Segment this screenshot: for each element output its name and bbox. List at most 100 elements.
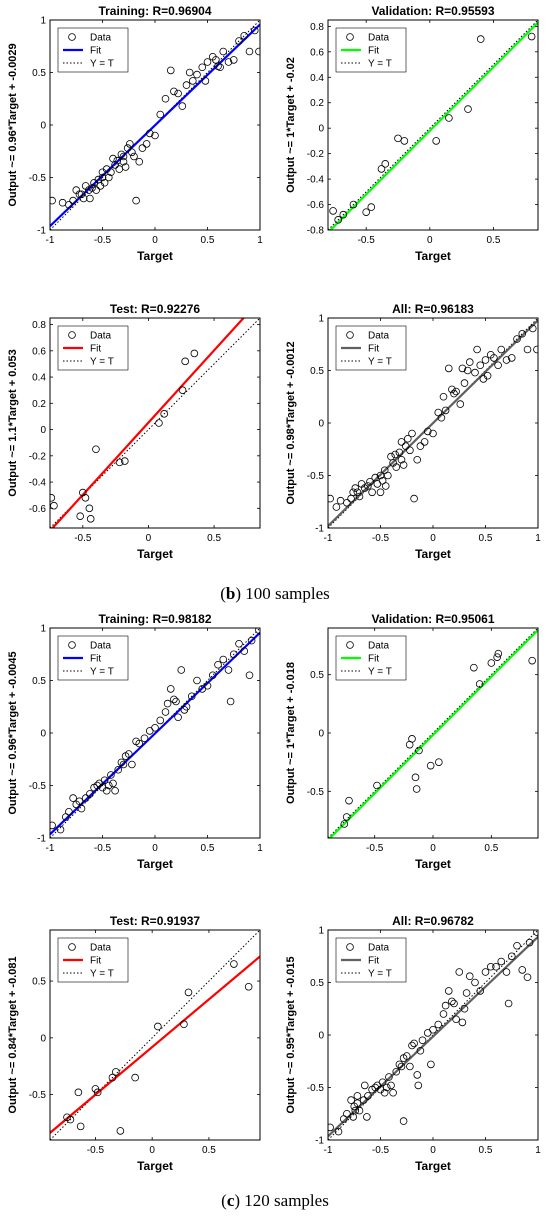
- data-point: [429, 429, 437, 438]
- data-point: [245, 47, 254, 56]
- plot-2: -0.5 0 0.5 -0.8 -0.6 -0.4 -0.2 0 0.2 0.4 0.6 0.8 Val…: [285, 4, 539, 263]
- data-point: [497, 345, 506, 354]
- fit-line: [51, 318, 246, 528]
- legend-ideal-label: Y = T: [90, 969, 114, 980]
- plot-title: Validation: R=0.95593: [371, 4, 494, 18]
- x-axis-label: Target: [137, 249, 173, 263]
- data-point: [360, 1081, 369, 1090]
- legend-ideal-label: Y = T: [90, 357, 114, 368]
- data-point: [216, 63, 224, 72]
- data-point: [65, 807, 73, 816]
- data-point: [100, 776, 109, 785]
- x-axis-label: Target: [137, 547, 173, 561]
- y-tick-label: 1: [318, 926, 324, 937]
- legend-ideal-label: Y = T: [90, 59, 114, 70]
- data-point: [518, 966, 527, 974]
- plot-7: -0.5 0 0.5 -0.5 0 0.5 Test: R=0.91937 Target Out…: [7, 914, 261, 1173]
- fit-line: [50, 23, 260, 227]
- data-point: [382, 1083, 391, 1092]
- data-point: [351, 484, 360, 492]
- y-tick-label: -0.2: [307, 149, 325, 160]
- legend: Data Fit Y = T: [57, 325, 129, 371]
- data-point: [384, 471, 392, 480]
- data-point: [460, 379, 469, 387]
- data-point: [177, 666, 186, 674]
- data-point: [476, 987, 485, 995]
- legend-data-label: Data: [90, 331, 112, 342]
- y-tick-label: -0.4: [307, 175, 325, 186]
- y-tick-label: 0.4: [32, 373, 46, 384]
- x-axis-label: Target: [415, 547, 451, 561]
- data-point: [119, 152, 128, 161]
- data-point: [406, 1062, 414, 1071]
- y-tick-label: 0: [40, 121, 46, 132]
- data-point: [334, 216, 342, 224]
- plot-area: [328, 20, 538, 230]
- data-point: [359, 1096, 368, 1104]
- data-point: [86, 790, 94, 798]
- data-point: [492, 962, 500, 971]
- data-point: [79, 194, 88, 203]
- data-point: [464, 105, 472, 113]
- data-point: [128, 760, 136, 769]
- y-tick-label: -0.8: [307, 226, 325, 237]
- data-point: [219, 47, 228, 56]
- data-point: [413, 1071, 422, 1079]
- data-point: [351, 1106, 360, 1115]
- data-point: [190, 349, 199, 358]
- x-axis-label: Target: [415, 857, 451, 871]
- plot-1: -1 -0.5 0 0.5 1 -1 -0.5 0 0.5 1 Training: R=0.9690…: [7, 4, 263, 263]
- data-point: [497, 957, 506, 966]
- data-point: [476, 361, 485, 370]
- data-point: [114, 765, 123, 774]
- data-point: [368, 488, 376, 497]
- plot-title: All: R=0.96782: [392, 914, 474, 928]
- data-point: [92, 186, 100, 194]
- y-tick-label: 0.5: [310, 978, 324, 989]
- data-point: [85, 504, 94, 513]
- data-point: [426, 761, 435, 770]
- data-point: [364, 1092, 372, 1100]
- data-point: [126, 140, 134, 148]
- plot-8: -1 -0.5 0 0.5 1 -1 -0.5 0 0.5 1 All: R=0.96782 Targ…: [285, 914, 541, 1173]
- x-tick-label: 0.5: [487, 235, 501, 246]
- data-point: [376, 488, 385, 497]
- data-point: [448, 385, 456, 394]
- data-point: [397, 438, 406, 446]
- y-tick-label: 0.4: [310, 73, 324, 84]
- data-point: [434, 1020, 443, 1029]
- plot-5: -1 -0.5 0 0.5 1 -1 -0.5 0 0.5 1 Training: R=0.9818…: [7, 612, 263, 871]
- data-point: [408, 735, 416, 743]
- data-point: [483, 371, 492, 380]
- x-tick-label: 0: [430, 843, 436, 854]
- data-point: [203, 681, 212, 690]
- data-point: [92, 445, 100, 454]
- data-point: [184, 988, 193, 997]
- x-tick-label: 1: [257, 843, 263, 854]
- data-point: [121, 457, 129, 465]
- data-point: [355, 492, 364, 501]
- x-tick-label: 0: [152, 235, 158, 246]
- data-point: [363, 1113, 371, 1121]
- data-point: [486, 962, 495, 971]
- data-point: [132, 196, 140, 205]
- x-tick-label: 0.5: [201, 235, 215, 246]
- data-point: [201, 77, 210, 85]
- fit-line: [328, 629, 538, 838]
- data-point: [394, 134, 402, 143]
- data-point: [502, 968, 511, 976]
- data-point: [193, 676, 201, 685]
- data-point: [381, 160, 390, 168]
- legend-data-label: Data: [90, 33, 112, 44]
- y-tick-label: -0.2: [29, 451, 47, 462]
- data-point: [342, 813, 351, 821]
- data-point: [410, 1039, 418, 1048]
- data-point: [100, 178, 109, 187]
- data-point: [412, 785, 421, 793]
- data-point: [155, 419, 163, 427]
- data-point: [121, 163, 130, 171]
- data-point: [355, 1106, 364, 1115]
- data-point: [473, 345, 481, 354]
- data-point: [123, 144, 132, 152]
- data-point: [128, 148, 136, 157]
